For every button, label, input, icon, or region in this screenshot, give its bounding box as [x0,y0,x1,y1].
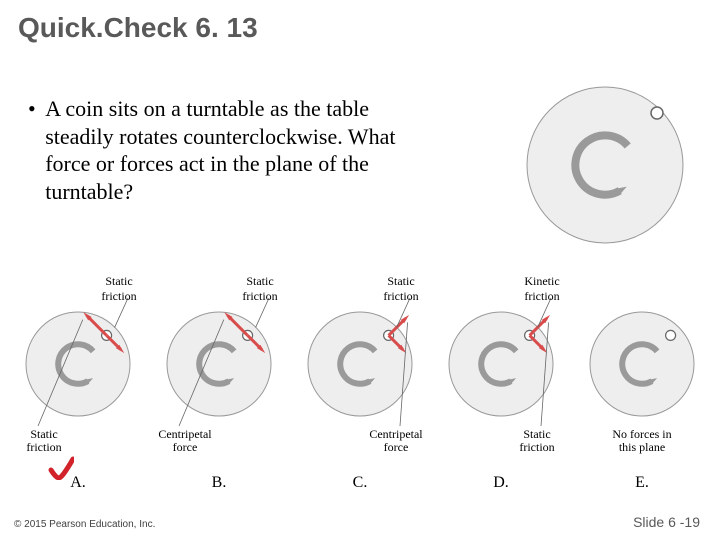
top-right-label: Staticfriction [237,274,283,304]
option-letter: E. [635,474,649,492]
option-letter-row: E. [574,474,710,492]
question-text: A coin sits on a turntable as the table … [45,95,435,205]
option-turntable-svg [10,296,146,446]
big-turntable-svg [520,80,690,250]
option-letter-row: A. [10,474,146,492]
option-D: Kineticfriction Staticfriction D. [433,272,569,492]
bottom-right-label: Centripetalforce [364,428,428,454]
question-bullet: • A coin sits on a turntable as the tabl… [28,95,448,205]
bottom-left-label: Centripetalforce [157,428,213,454]
option-turntable-svg [292,296,428,446]
option-turntable-svg [574,296,710,446]
options-row: StaticfrictionStaticfrictionA.Staticfric… [10,272,710,492]
option-letter: C. [353,474,368,492]
option-turntable-svg [433,296,569,446]
top-right-label: Kineticfriction [519,274,565,304]
option-turntable-svg [151,296,287,446]
option-letter-row: B. [151,474,287,492]
bottom-center-label: No forces inthis plane [594,428,690,454]
checkmark-icon [48,456,74,480]
option-letter: B. [212,474,227,492]
big-turntable [520,80,690,255]
top-right-label: Staticfriction [96,274,142,304]
slide-number: Slide 6 -19 [633,514,700,530]
slide-title: Quick.Check 6. 13 [18,12,258,44]
bullet-dot: • [28,95,36,123]
option-E: No forces inthis plane E. [574,272,710,492]
bottom-left-label: Staticfriction [16,428,72,454]
option-letter: D. [493,474,509,492]
bottom-right-label: Staticfriction [505,428,569,454]
option-letter-row: D. [433,474,569,492]
copyright: © 2015 Pearson Education, Inc. [14,519,155,530]
option-letter-row: C. [292,474,428,492]
option-B: Staticfriction Centripetalforce B. [151,272,287,492]
top-right-label: Staticfriction [378,274,424,304]
option-A: Staticfriction Staticfriction A. [10,272,146,492]
option-C: Staticfriction Centripetalforce C. [292,272,428,492]
